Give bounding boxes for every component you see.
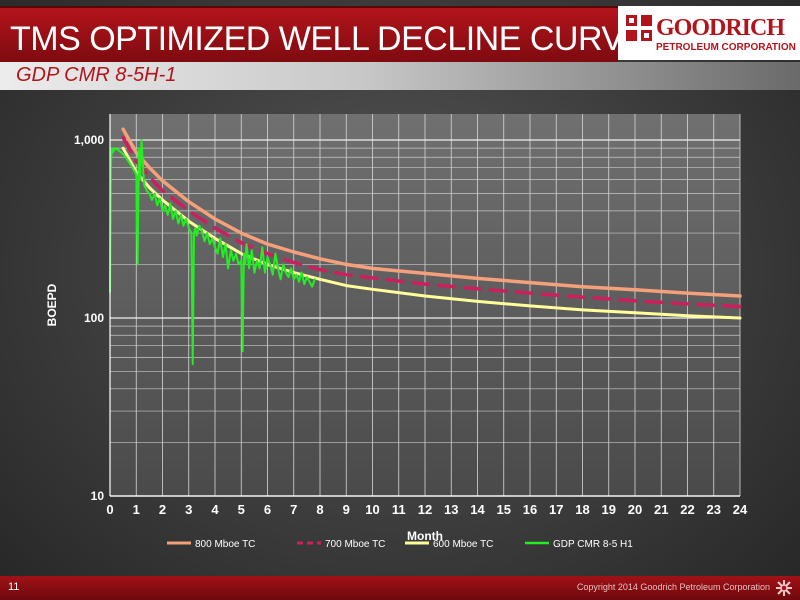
legend-label: 700 Mboe TC — [325, 539, 385, 550]
series-line — [121, 135, 742, 309]
page-title: TMS OPTIMIZED WELL DECLINE CURVE — [10, 20, 646, 58]
subtitle-bar: GDP CMR 8-5H-1 — [0, 62, 800, 90]
x-tick-label: 11 — [392, 502, 406, 517]
legend-label: 800 Mboe TC — [195, 539, 255, 550]
x-tick-label: 22 — [680, 502, 694, 517]
x-tick-label: 3 — [185, 502, 192, 517]
logo-wordmark: GOODRICH — [656, 15, 785, 41]
chart-grid — [109, 114, 741, 497]
series-line — [121, 146, 742, 320]
copyright-text: Copyright 2014 Goodrich Petroleum Corpor… — [576, 582, 770, 592]
x-tick-label: 16 — [523, 502, 537, 517]
x-axis-title: Month — [407, 529, 443, 543]
x-tick-label: 4 — [211, 502, 219, 517]
x-tick-label: 18 — [575, 502, 589, 517]
y-axis-title: BOEPD — [45, 283, 59, 326]
chart-series — [109, 127, 742, 366]
chart-axes: 0 1 2 3 4 5 6 7 8 9 10 11 12 13 14 15 16 17 18 19 20 21 22 23 24… — [45, 114, 748, 543]
x-tick-label: 1 — [133, 502, 140, 517]
x-tick-label: 19 — [602, 502, 616, 517]
logo-subtext: PETROLEUM CORPORATION — [656, 42, 796, 53]
page-subtitle: GDP CMR 8-5H-1 — [16, 64, 177, 86]
x-tick-label: 20 — [628, 502, 642, 517]
x-tick-label: 8 — [316, 502, 323, 517]
x-tick-label: 9 — [343, 502, 350, 517]
x-tick-label: 6 — [264, 502, 271, 517]
footer: 11 Copyright 2014 Goodrich Petroleum Cor… — [0, 576, 800, 600]
x-tick-label: 24 — [733, 502, 748, 517]
page-number: 11 — [8, 581, 20, 593]
x-tick-label: 17 — [549, 502, 563, 517]
header: TMS OPTIMIZED WELL DECLINE CURVE GOODRIC… — [0, 0, 800, 92]
legend-label: 600 Mboe TC — [433, 539, 493, 550]
series-line — [109, 139, 316, 366]
series-line — [121, 127, 742, 298]
logo-mark-icon — [626, 15, 652, 41]
x-tick-label: 12 — [418, 502, 432, 517]
y-tick-label: 10 — [91, 489, 105, 503]
x-tick-label: 7 — [290, 502, 297, 517]
logo-star-icon — [776, 580, 792, 596]
company-logo: GOODRICH PETROLEUM CORPORATION — [618, 6, 800, 60]
legend-label: GDP CMR 8-5 H1 — [553, 539, 633, 550]
chart-legend: 800 Mboe TC 700 Mboe TC 600 Mboe TC GDP CMR… — [167, 539, 633, 550]
x-tick-label: 10 — [365, 502, 379, 517]
title-bar: TMS OPTIMIZED WELL DECLINE CURVE — [0, 6, 646, 62]
x-tick-label: 5 — [238, 502, 245, 517]
x-tick-label: 23 — [707, 502, 721, 517]
x-tick-label: 15 — [497, 502, 511, 517]
y-tick-label: 1,000 — [74, 133, 104, 147]
x-tick-label: 2 — [159, 502, 166, 517]
decline-chart: 0 1 2 3 4 5 6 7 8 9 10 11 12 13 14 15 16 17 18 19 20 21 22 23 24… — [45, 114, 748, 550]
x-tick-label: 14 — [470, 502, 485, 517]
y-tick-label: 100 — [84, 311, 104, 325]
x-tick-label: 0 — [106, 502, 113, 517]
x-tick-label: 21 — [654, 502, 668, 517]
x-tick-label: 13 — [444, 502, 458, 517]
